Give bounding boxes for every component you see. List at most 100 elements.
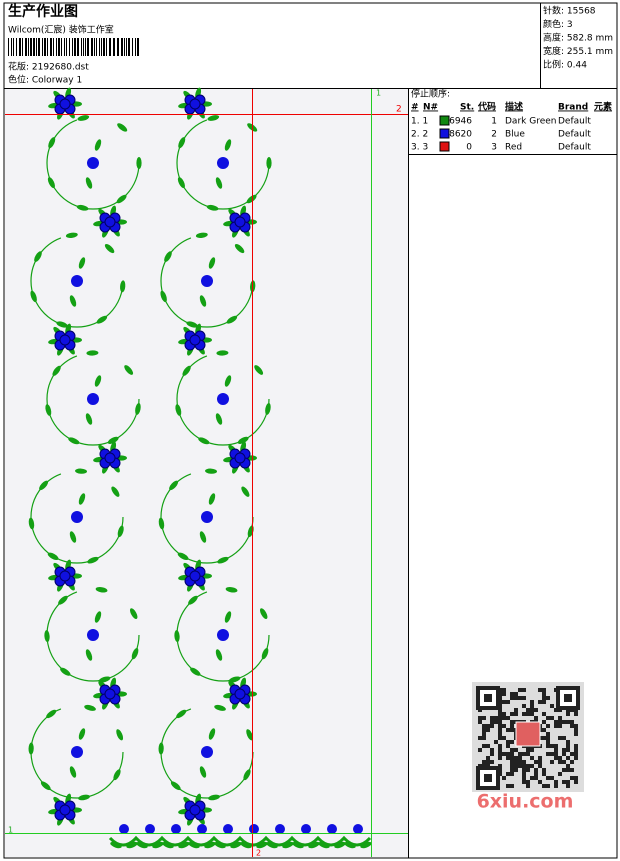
qr-cell bbox=[530, 756, 534, 760]
barcode-bar bbox=[96, 38, 97, 56]
qr-cell bbox=[526, 712, 530, 716]
leaf bbox=[77, 115, 90, 121]
barcode-bar bbox=[113, 38, 115, 56]
qr-cell bbox=[510, 768, 514, 772]
qr-cell bbox=[498, 728, 502, 732]
qr-cell bbox=[542, 720, 546, 724]
barcode-bar bbox=[44, 38, 46, 56]
leaf bbox=[206, 204, 219, 211]
qr-cell bbox=[530, 704, 534, 708]
leaf bbox=[254, 365, 264, 375]
stitches: 8620 bbox=[449, 130, 472, 140]
leaf bbox=[68, 437, 80, 445]
qr-cell bbox=[522, 768, 526, 772]
barcode-bar bbox=[8, 38, 9, 56]
qr-cell bbox=[494, 740, 498, 744]
qr-cell bbox=[542, 692, 546, 696]
qr-cell bbox=[490, 720, 494, 724]
stat: 比例: 0.44 bbox=[543, 59, 587, 71]
leaf bbox=[234, 244, 245, 254]
qr-cell bbox=[538, 764, 542, 768]
qr-cell bbox=[574, 776, 578, 780]
qr-cell bbox=[506, 740, 510, 744]
qr-cell bbox=[566, 744, 570, 748]
leaf bbox=[360, 841, 372, 849]
bud bbox=[197, 824, 207, 834]
qr-cell bbox=[550, 760, 554, 764]
barcode-bar bbox=[101, 38, 102, 56]
leaf bbox=[158, 517, 165, 530]
qr-cell bbox=[534, 776, 538, 780]
leaf bbox=[182, 365, 191, 376]
qr-cell bbox=[482, 744, 486, 748]
leaf bbox=[124, 365, 134, 375]
guide-label: 1 bbox=[376, 89, 381, 98]
qr-cell bbox=[498, 744, 502, 748]
barcode-bar bbox=[83, 38, 84, 56]
qr-cell bbox=[542, 696, 546, 700]
barcode-bar bbox=[103, 38, 105, 56]
barcode-bar bbox=[72, 38, 73, 56]
qr-cell bbox=[478, 716, 482, 720]
qr-cell bbox=[510, 728, 514, 732]
qr-cell bbox=[494, 720, 498, 724]
barcode-bar bbox=[19, 38, 21, 56]
qr-cell bbox=[514, 756, 518, 760]
flower bbox=[189, 334, 201, 346]
stat: 针数: 15568 bbox=[543, 5, 596, 17]
qr-cell bbox=[538, 688, 542, 692]
code: 3 bbox=[491, 143, 497, 153]
qr-cell bbox=[506, 716, 510, 720]
qr-cell bbox=[522, 776, 526, 780]
qr-cell bbox=[482, 716, 486, 720]
leaf bbox=[136, 157, 142, 169]
qr-finder bbox=[484, 774, 492, 782]
barcode-bar bbox=[64, 38, 65, 56]
color-swatch bbox=[439, 141, 450, 152]
bud bbox=[275, 824, 285, 834]
qr-cell bbox=[558, 736, 562, 740]
qr-cell bbox=[566, 784, 570, 788]
leaf bbox=[246, 194, 257, 204]
qr-cell bbox=[510, 784, 514, 788]
vine bbox=[30, 470, 124, 564]
qr-cell bbox=[566, 740, 570, 744]
barcode-bar bbox=[74, 38, 76, 56]
qr-cell bbox=[478, 720, 482, 724]
leaf bbox=[94, 375, 102, 387]
qr-cell bbox=[562, 780, 566, 784]
stitches: 0 bbox=[466, 143, 472, 153]
qr-cell bbox=[502, 724, 506, 728]
qr-cell bbox=[526, 784, 530, 788]
qr-cell bbox=[498, 756, 502, 760]
leaf bbox=[152, 841, 164, 849]
leaf bbox=[175, 404, 182, 416]
barcode-bar bbox=[69, 38, 70, 56]
leaf bbox=[120, 280, 126, 293]
leaf bbox=[160, 290, 167, 303]
qr-cell bbox=[502, 700, 506, 704]
bud bbox=[249, 824, 259, 834]
leaf bbox=[130, 608, 138, 620]
leaf bbox=[215, 177, 223, 189]
barcode-bar bbox=[22, 38, 23, 56]
barcode-bar bbox=[126, 38, 127, 56]
qr-cell bbox=[518, 764, 522, 768]
bud bbox=[119, 824, 129, 834]
qr-cell bbox=[526, 752, 530, 756]
leaf bbox=[98, 676, 111, 683]
qr-cell bbox=[526, 768, 530, 772]
qr-cell bbox=[530, 748, 534, 752]
qr-cell bbox=[546, 740, 550, 744]
flower bbox=[234, 688, 246, 700]
leaf bbox=[208, 493, 216, 505]
leaf bbox=[214, 841, 226, 849]
leaf bbox=[85, 177, 93, 189]
stitches: 6946 bbox=[449, 117, 472, 127]
qr-cell bbox=[546, 752, 550, 756]
qr-cell bbox=[530, 708, 534, 712]
qr-cell bbox=[522, 760, 526, 764]
color-swatch bbox=[439, 115, 450, 126]
qr-cell bbox=[538, 756, 542, 760]
qr-cell bbox=[542, 728, 546, 732]
